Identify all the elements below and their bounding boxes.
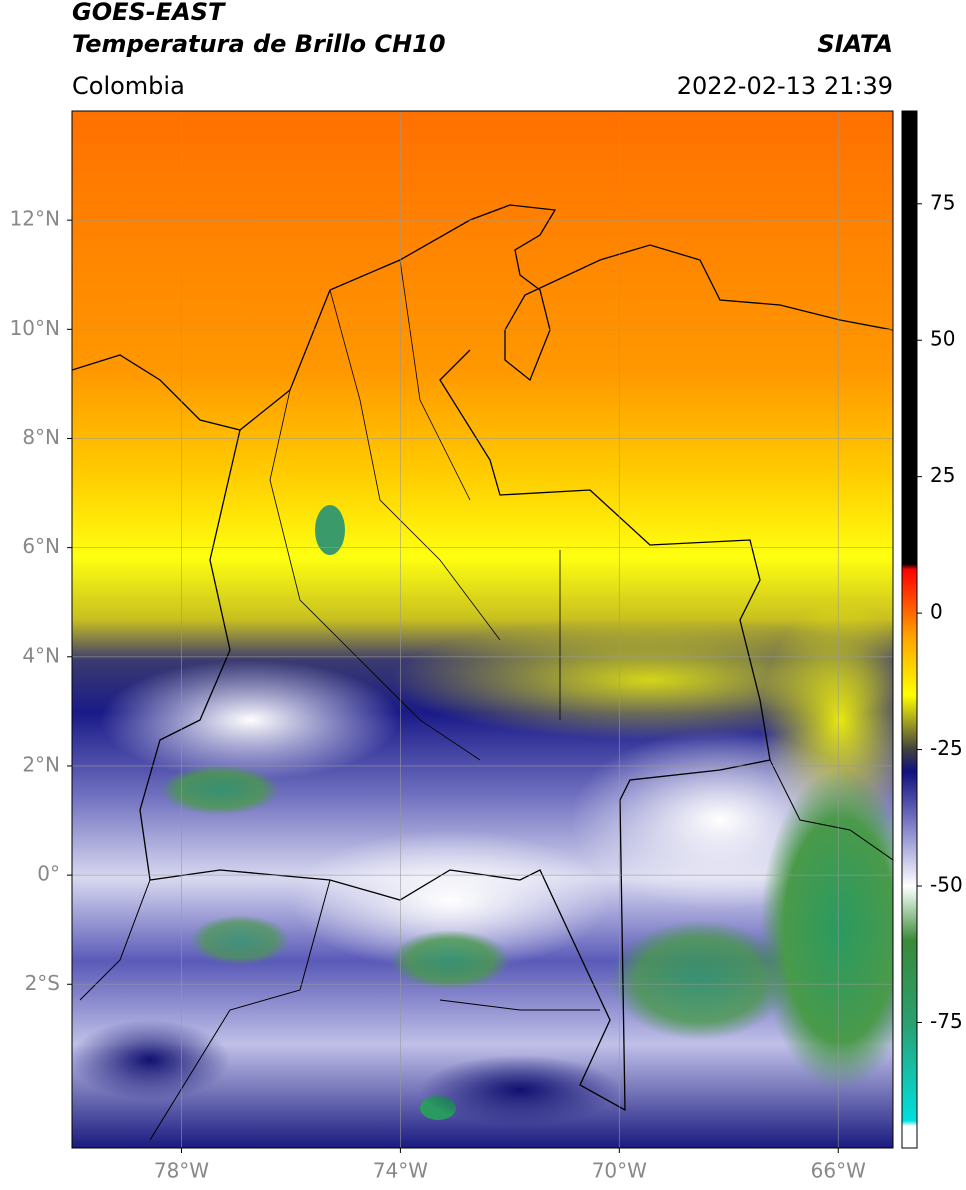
colorbar-tick-label: -75 [930, 1009, 963, 1033]
y-tick-label: 8°N [22, 425, 60, 449]
datetime: 2022-02-13 21:39 [677, 72, 893, 100]
x-tick-label: 74°W [373, 1159, 428, 1183]
colorbar-tick-label: -50 [930, 873, 963, 897]
y-tick-label: 0° [37, 862, 60, 886]
y-tick-label: 4°N [22, 643, 60, 667]
x-tick-label: 66°W [811, 1159, 866, 1183]
y-tick-label: 2°N [22, 752, 60, 776]
x-tick-label: 78°W [154, 1159, 209, 1183]
colorbar-tick-label: 75 [930, 190, 955, 214]
y-tick-label: 2°S [25, 971, 60, 995]
x-tick-label: 70°W [592, 1159, 647, 1183]
colorbar-tick-label: 0 [930, 600, 943, 624]
y-tick-label: 6°N [22, 534, 60, 558]
y-tick-label: 12°N [10, 207, 60, 231]
region: Colombia [72, 72, 185, 100]
satellite-image [72, 111, 893, 1148]
map-frame [71, 110, 894, 1149]
colorbar-tick-label: -25 [930, 736, 963, 760]
source: SIATA [817, 30, 893, 58]
subtitle: Temperatura de Brillo CH10 [72, 30, 446, 58]
colorbar-tick-label: 50 [930, 327, 955, 351]
title: GOES-EAST [72, 0, 226, 26]
y-tick-label: 10°N [10, 316, 60, 340]
colorbar [901, 110, 918, 1149]
colorbar-tick-label: 25 [930, 463, 955, 487]
